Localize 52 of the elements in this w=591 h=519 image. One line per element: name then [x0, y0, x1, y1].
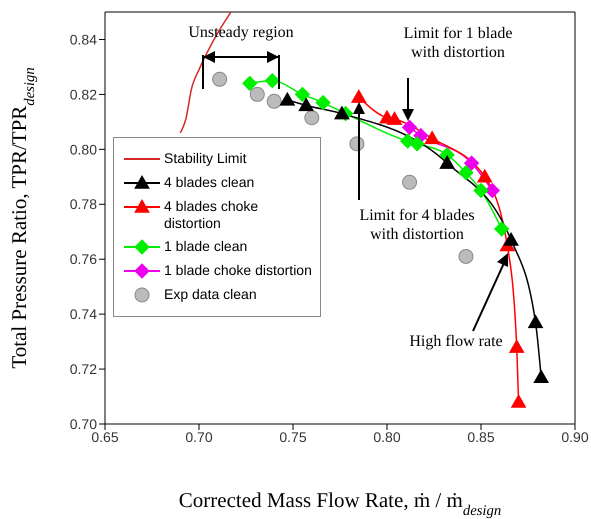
x-tick-label: 0.75 — [279, 428, 307, 445]
point — [316, 95, 331, 110]
point — [477, 169, 492, 183]
point — [511, 394, 526, 408]
y-tick-label: 0.82 — [70, 86, 98, 102]
point — [440, 156, 455, 169]
legend-label: 4 blades clean — [164, 174, 254, 191]
point — [264, 73, 280, 88]
point — [212, 72, 228, 87]
legend-label: 1 blade choke distortion — [164, 262, 312, 279]
point — [334, 106, 350, 120]
point — [464, 156, 480, 171]
x-tick-label: 0.80 — [373, 428, 401, 445]
point — [534, 370, 549, 384]
point — [402, 174, 418, 190]
point — [402, 120, 418, 135]
y-tick-label: 0.80 — [70, 141, 98, 158]
point — [424, 130, 440, 144]
point — [242, 76, 258, 91]
point — [294, 86, 310, 102]
y-tick-label: 0.72 — [70, 361, 98, 378]
point — [250, 86, 265, 102]
y-tick-label: 0.74 — [70, 306, 98, 322]
point — [458, 248, 474, 264]
point — [504, 232, 519, 246]
point — [266, 94, 282, 109]
point — [298, 98, 314, 112]
point — [484, 183, 500, 198]
point — [474, 183, 488, 198]
point — [410, 136, 425, 152]
x-tick-label: 0.90 — [561, 428, 589, 445]
legend-label: 1 blade clean — [164, 238, 248, 255]
y-tick-label: 0.76 — [70, 251, 98, 268]
point — [509, 340, 524, 353]
point — [304, 110, 320, 126]
y-tick-label: 0.84 — [70, 31, 98, 48]
x-axis-title: Corrected Mass Flow Rate, ṁ / ṁ$_{design}$ — [178, 488, 502, 519]
point — [528, 314, 544, 328]
annotation: High flow rate — [409, 333, 503, 350]
legend-label: Exp data clean — [164, 286, 257, 303]
x-tick-label: 0.85 — [467, 428, 495, 445]
legend-label: Stability Limit — [164, 150, 246, 167]
annotation: Limit for 4 blades with distortion — [359, 207, 475, 243]
y-tick-label: 0.78 — [70, 196, 98, 212]
point — [458, 165, 474, 180]
x-tick-label: 0.70 — [185, 428, 213, 445]
legend-label: 4 blades choke distortion — [164, 198, 260, 232]
point — [494, 221, 510, 236]
point — [280, 92, 295, 106]
point — [351, 90, 366, 103]
point — [387, 112, 402, 125]
annotation: Limit for 1 blade with distortion — [404, 25, 512, 61]
